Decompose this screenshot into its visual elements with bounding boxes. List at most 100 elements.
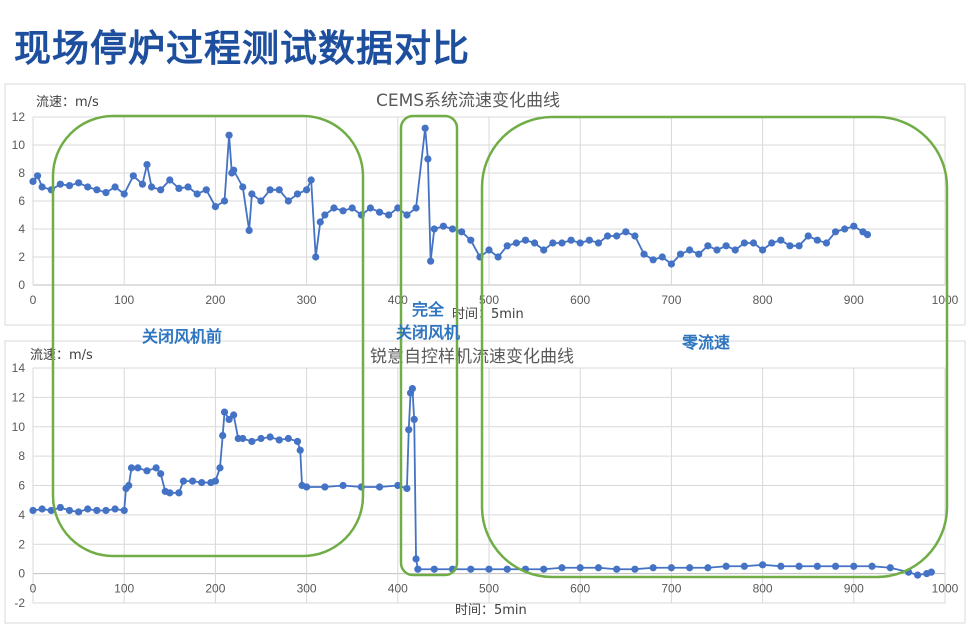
data-point — [421, 124, 429, 132]
data-point — [558, 564, 566, 572]
data-point — [312, 253, 320, 261]
data-point — [93, 506, 101, 515]
x-tick-label: 900 — [844, 582, 864, 596]
data-point — [219, 431, 227, 440]
data-point — [405, 426, 413, 434]
chart1-title: CEMS系统流速变化曲线 — [376, 91, 560, 111]
data-point — [275, 436, 283, 444]
data-point — [850, 562, 858, 570]
data-point — [503, 565, 511, 573]
data-point — [759, 246, 767, 254]
data-point — [713, 246, 721, 254]
data-point — [613, 565, 621, 573]
data-point — [786, 242, 794, 250]
data-point — [439, 222, 447, 230]
x-tick-label: 800 — [753, 582, 773, 596]
data-point — [585, 236, 593, 244]
y-tick-label: 2 — [18, 537, 25, 551]
data-point — [198, 478, 206, 487]
data-point — [863, 231, 872, 239]
data-point — [293, 190, 302, 198]
data-point — [521, 236, 530, 244]
y-tick-label: 0 — [18, 567, 25, 581]
data-point — [316, 218, 324, 226]
data-point — [65, 506, 74, 515]
y-tick-label: 2 — [18, 250, 25, 264]
data-point — [613, 232, 621, 240]
y-tick-label: 12 — [12, 390, 26, 404]
data-point — [658, 253, 666, 261]
data-point — [56, 503, 64, 512]
data-point — [749, 239, 758, 247]
data-point — [348, 204, 356, 212]
data-point — [138, 180, 147, 188]
data-point — [211, 203, 219, 211]
chart1-xlabel: 时间：5min — [452, 307, 524, 322]
data-point — [622, 228, 630, 236]
chart2-frame — [4, 340, 966, 624]
y-tick-label: 8 — [18, 449, 25, 463]
y-tick-label: 4 — [18, 222, 25, 236]
chart1-ylabel: 流速：m/s — [36, 95, 99, 110]
data-point — [84, 505, 92, 513]
data-point — [576, 564, 584, 572]
x-tick-label: 0 — [30, 293, 37, 307]
data-point — [111, 183, 119, 191]
data-point — [220, 197, 229, 205]
chart2-title: 锐意自控样机流速变化曲线 — [370, 347, 574, 367]
data-point — [134, 464, 142, 472]
data-point — [686, 246, 694, 254]
data-point — [284, 434, 292, 443]
data-point — [822, 239, 831, 247]
data-point — [284, 197, 292, 205]
data-point — [275, 186, 283, 194]
data-point — [512, 239, 520, 247]
y-tick-label: 14 — [12, 361, 26, 375]
x-tick-label: 200 — [205, 293, 225, 307]
data-point — [667, 260, 676, 268]
data-point — [257, 434, 265, 443]
data-point — [266, 433, 274, 441]
data-point — [740, 562, 748, 570]
data-point — [375, 483, 384, 491]
data-point — [220, 408, 229, 416]
zero-flow-box — [480, 115, 949, 579]
x-tick-label: 400 — [388, 293, 408, 307]
data-point — [179, 477, 188, 485]
data-point — [731, 246, 739, 254]
data-point — [914, 571, 922, 579]
x-tick-label: 600 — [570, 582, 590, 596]
data-point — [403, 211, 411, 219]
data-point — [430, 565, 438, 573]
data-point — [831, 228, 840, 236]
label-shutdown: 关闭风机 — [396, 323, 460, 342]
x-tick-label: 500 — [479, 582, 499, 596]
data-point — [143, 161, 151, 169]
data-point — [394, 204, 402, 212]
x-tick-label: 700 — [661, 293, 681, 307]
chart2-ylabel: 流速：m/s — [30, 348, 93, 363]
label-before-shutdown: 关闭风机前 — [142, 327, 222, 346]
x-tick-label: 100 — [114, 293, 134, 307]
data-point — [33, 172, 42, 180]
data-point — [330, 204, 338, 212]
data-point — [152, 464, 160, 472]
y-tick-label: 12 — [12, 110, 26, 124]
before-shutdown-box — [51, 114, 365, 558]
data-point — [485, 565, 493, 573]
data-point — [759, 561, 767, 569]
data-point — [38, 505, 46, 513]
chart2-xlabel: 时间：5min — [455, 603, 527, 618]
data-point — [266, 186, 274, 194]
data-point — [676, 250, 685, 258]
data-point — [175, 184, 183, 192]
data-point — [321, 211, 329, 219]
data-point — [412, 555, 420, 563]
data-point — [594, 239, 603, 247]
data-point — [631, 232, 639, 240]
y-tick-label: 8 — [18, 166, 25, 180]
data-point — [695, 250, 703, 258]
data-point — [467, 565, 475, 573]
data-point — [649, 256, 657, 264]
page-title: 现场停炉过程测试数据对比 — [14, 27, 470, 70]
